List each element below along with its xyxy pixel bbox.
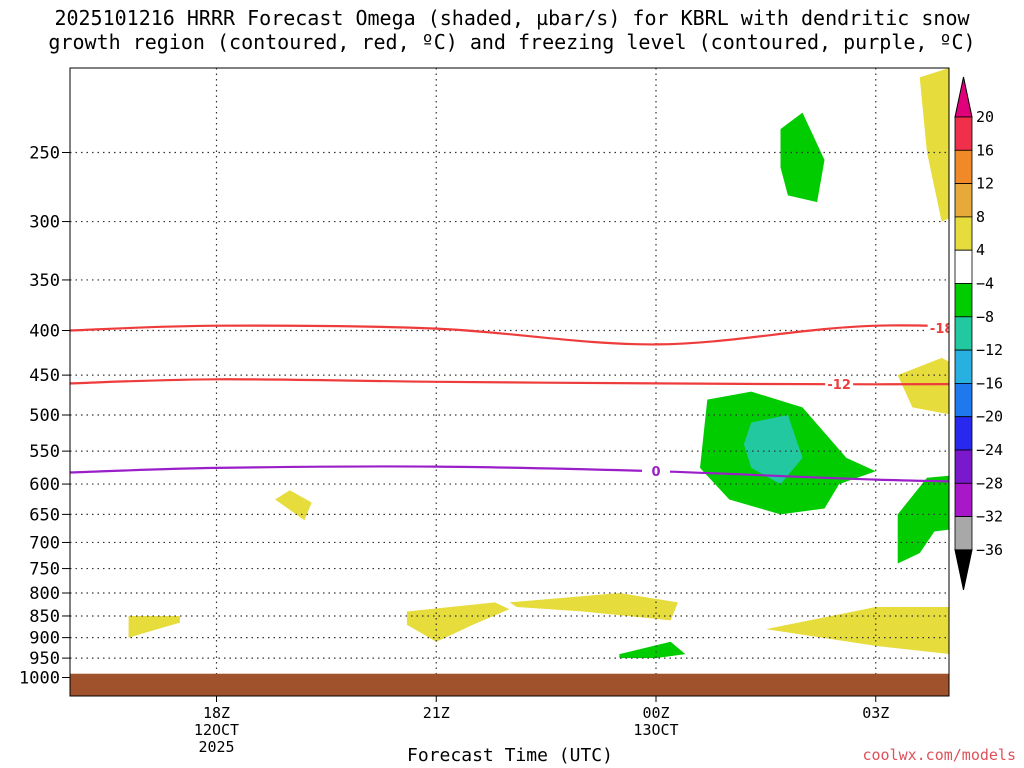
omega-region-yellow-small-19z [275,490,312,521]
y-tick-label-300: 300 [29,213,60,233]
y-tick-label-600: 600 [29,475,60,495]
y-tick-label-250: 250 [29,144,60,164]
colorbar-label-3: 8 [976,208,985,226]
omega-region-yellow-small-06z [1008,451,1024,499]
y-tick-label-1000: 1000 [19,669,60,689]
colorbar-label-1: 16 [976,141,994,159]
colorbar-label-2: 12 [976,175,994,193]
isotherm-zero [70,465,949,483]
y-tick-label-650: 650 [29,505,60,525]
credit-text: coolwx.com/models [862,746,1016,764]
colorbar-bin-8 [954,382,973,418]
isotherm-label-zero-0: 0 [651,465,660,480]
isotherm-label-bg-zero-0 [642,463,670,479]
isotherm-minus12 [70,378,949,386]
omega-region-green-mid-03z [897,475,949,564]
omega-region-yellow-mid-03z [897,357,949,415]
omega-shading [128,68,1024,659]
colorbar-bin-5 [954,283,973,318]
x-tick-label-03Z-0: 03Z [862,704,889,722]
ground-fill [70,673,949,696]
chart-title: 2025101216 HRRR Forecast Omega (shaded, … [0,6,1024,54]
omega-region-yellow-low-23z [509,593,678,621]
colorbar-label-8: −16 [976,374,1003,392]
x-tick-label-00Z-0: 00Z [642,704,669,722]
plot-frame [69,67,950,697]
isotherm-label-bg-minus12-0 [825,376,854,392]
colorbar-label-5: −4 [976,275,994,293]
colorbar-label-13: −36 [976,541,1003,559]
y-tick-label-850: 850 [29,607,60,627]
colorbar-bin-10 [954,449,973,484]
colorbar-bin-4 [954,249,973,284]
x-axis: 18Z12OCT202521Z00Z13OCT03Z06Z09Z [194,696,889,756]
colorbar-bin-3 [954,216,973,251]
colorbar-label-6: −8 [976,308,994,326]
y-tick-label-700: 700 [29,533,60,553]
colorbar-label-0: 20 [976,108,994,126]
x-tick-label-21Z-0: 21Z [423,704,450,722]
isotherm-label-bg-minus18-0 [927,319,949,335]
isotherm-minus18 [70,324,949,346]
title-line-2: growth region (contoured, red, ºC) and f… [48,30,976,54]
colorbar-bottom-arrow [954,549,973,591]
omega-region-teal-mid-01z [743,415,803,485]
omega-region-yellow-upper-03z [919,68,949,222]
isotherm-contours: -18-12-1200 [70,319,954,483]
colorbar-label-7: −12 [976,341,1003,359]
y-tick-label-350: 350 [29,271,60,291]
y-tick-label-750: 750 [29,560,60,580]
colorbar-label-11: −28 [976,474,1003,492]
y-tick-label-450: 450 [29,366,60,386]
colorbar-label-12: −32 [976,508,1003,526]
omega-region-yellow-low-big [765,607,949,655]
x-tick-label-18Z-1: 12OCT [194,721,239,739]
colorbar-bin-12 [954,516,973,551]
colorbar-bin-11 [954,482,973,517]
colorbar-bin-9 [954,416,973,451]
omega-region-yellow-low-21z [406,602,510,642]
colorbar-label-4: 4 [976,241,985,259]
omega-region-green-low-23z [619,641,686,659]
omega-region-yellow-low-left [128,616,180,638]
x-tick-label-18Z-2: 2025 [198,738,234,756]
colorbar-bin-0 [954,116,973,151]
colorbar-bin-1 [954,149,973,185]
colorbar-bin-7 [954,349,973,384]
x-tick-label-00Z-1: 13OCT [633,721,678,739]
y-tick-label-950: 950 [29,649,60,669]
omega-region-orange1-low [949,607,1024,654]
colorbar-label-10: −24 [976,441,1003,459]
title-line-1: 2025101216 HRRR Forecast Omega (shaded, … [54,6,970,30]
y-tick-label-500: 500 [29,406,60,426]
y-tick-label-550: 550 [29,442,60,462]
colorbar-top-arrow [954,76,973,118]
omega-region-green-upper-05z [993,167,1024,321]
y-tick-label-800: 800 [29,584,60,604]
x-axis-title: Forecast Time (UTC) [407,745,613,766]
colorbar: 20 16 12 8 4 −4 −8 −12 −16 −20 −24 −28 −32 −36 [954,76,1003,591]
y-tick-label-900: 900 [29,629,60,649]
colorbar-bin-6 [954,316,973,351]
colorbar-bin-2 [954,183,973,218]
isotherm-label-minus18-0: -18 [930,322,954,337]
omega-region-green-upper-23z [780,112,825,203]
y-axis: 2503003504004505005506006507007508008509… [19,144,70,689]
isotherm-label-minus12-0: -12 [827,378,851,393]
y-tick-label-400: 400 [29,322,60,342]
x-tick-label-18Z-0: 18Z [203,704,230,722]
colorbar-label-9: −20 [976,408,1003,426]
